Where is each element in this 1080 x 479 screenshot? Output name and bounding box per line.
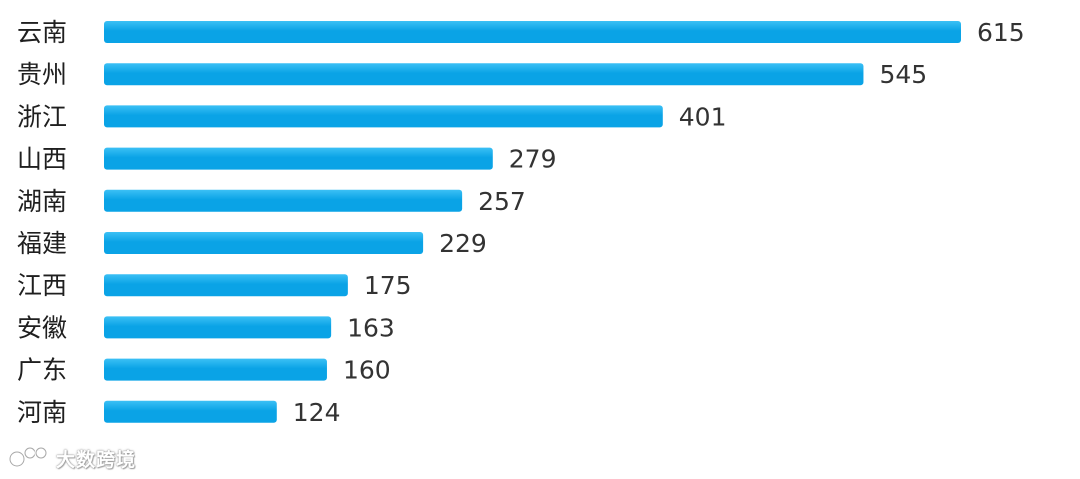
bar-7 (104, 316, 332, 339)
category-label-7: 安徽 (17, 313, 67, 342)
category-label-4: 湖南 (17, 187, 67, 216)
bar-1 (104, 63, 864, 86)
category-label-8: 广东 (17, 356, 67, 385)
category-label-3: 山西 (17, 145, 67, 174)
bars-group (104, 21, 961, 423)
bar-3 (104, 147, 493, 170)
bar-2 (104, 105, 663, 128)
value-label-7: 163 (347, 313, 395, 342)
value-label-4: 257 (478, 187, 526, 216)
bar-0 (104, 21, 961, 43)
value-label-0: 615 (977, 18, 1025, 47)
watermark: 大数跨境 (8, 440, 136, 476)
value-label-6: 175 (364, 271, 412, 300)
bar-4 (104, 189, 463, 212)
value-label-2: 401 (679, 102, 727, 131)
watermark-logo-icon (8, 443, 50, 473)
category-label-2: 浙江 (17, 102, 67, 131)
value-label-8: 160 (343, 356, 391, 385)
value-label-1: 545 (879, 60, 927, 89)
bar-8 (104, 358, 327, 381)
value-label-3: 279 (509, 145, 557, 174)
watermark-text: 大数跨境 (56, 448, 137, 471)
bar-9 (104, 400, 277, 423)
value-label-5: 229 (439, 229, 487, 258)
category-label-1: 贵州 (17, 60, 67, 89)
bar-5 (104, 232, 424, 254)
category-label-0: 云南 (17, 18, 67, 47)
category-label-6: 江西 (17, 271, 67, 300)
bar-6 (104, 274, 348, 297)
value-label-9: 124 (293, 398, 341, 427)
category-label-5: 福建 (17, 229, 67, 258)
category-label-9: 河南 (17, 398, 67, 427)
